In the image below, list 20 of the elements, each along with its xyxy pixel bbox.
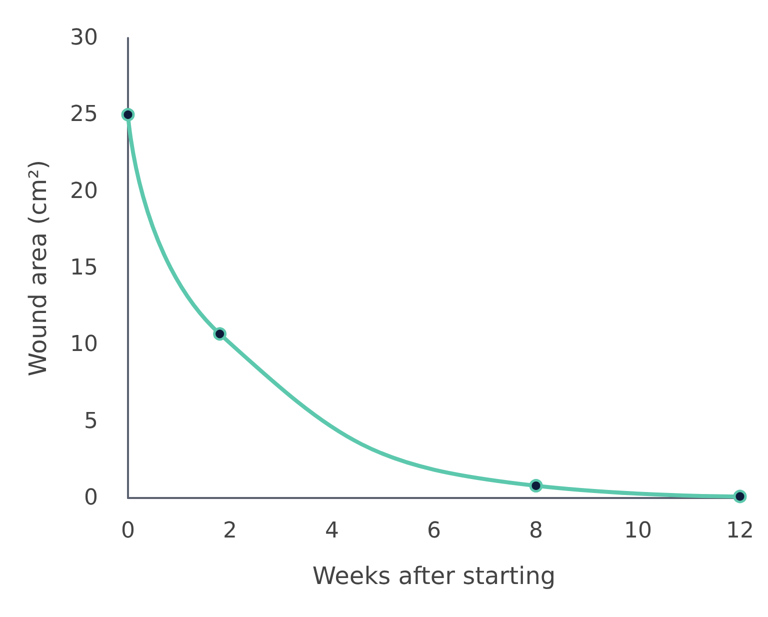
x-tick-label: 8 — [529, 518, 543, 544]
y-tick-label: 10 — [70, 332, 98, 358]
point — [121, 108, 135, 122]
x-tick-label: 2 — [223, 518, 237, 544]
y-tick-label: 15 — [70, 256, 98, 280]
y-tick-label: 5 — [84, 408, 98, 434]
point — [213, 327, 227, 341]
y-tick-label: 20 — [70, 178, 98, 204]
y-tick-label: 25 — [70, 102, 98, 128]
y-axis-title: Wound area (cm²) — [24, 160, 52, 376]
y-tick-label: 30 — [70, 26, 98, 50]
y-tick-label: 0 — [84, 486, 98, 510]
x-tick-label: 4 — [325, 518, 339, 544]
point — [529, 478, 543, 492]
x-tick-label: 12 — [726, 518, 754, 544]
x-tick-label: 6 — [427, 518, 441, 544]
x-axis-title: Weeks after starting — [312, 562, 556, 590]
x-tick-label: 10 — [624, 518, 652, 544]
x-tick-label: 0 — [121, 518, 135, 544]
point — [733, 490, 747, 504]
